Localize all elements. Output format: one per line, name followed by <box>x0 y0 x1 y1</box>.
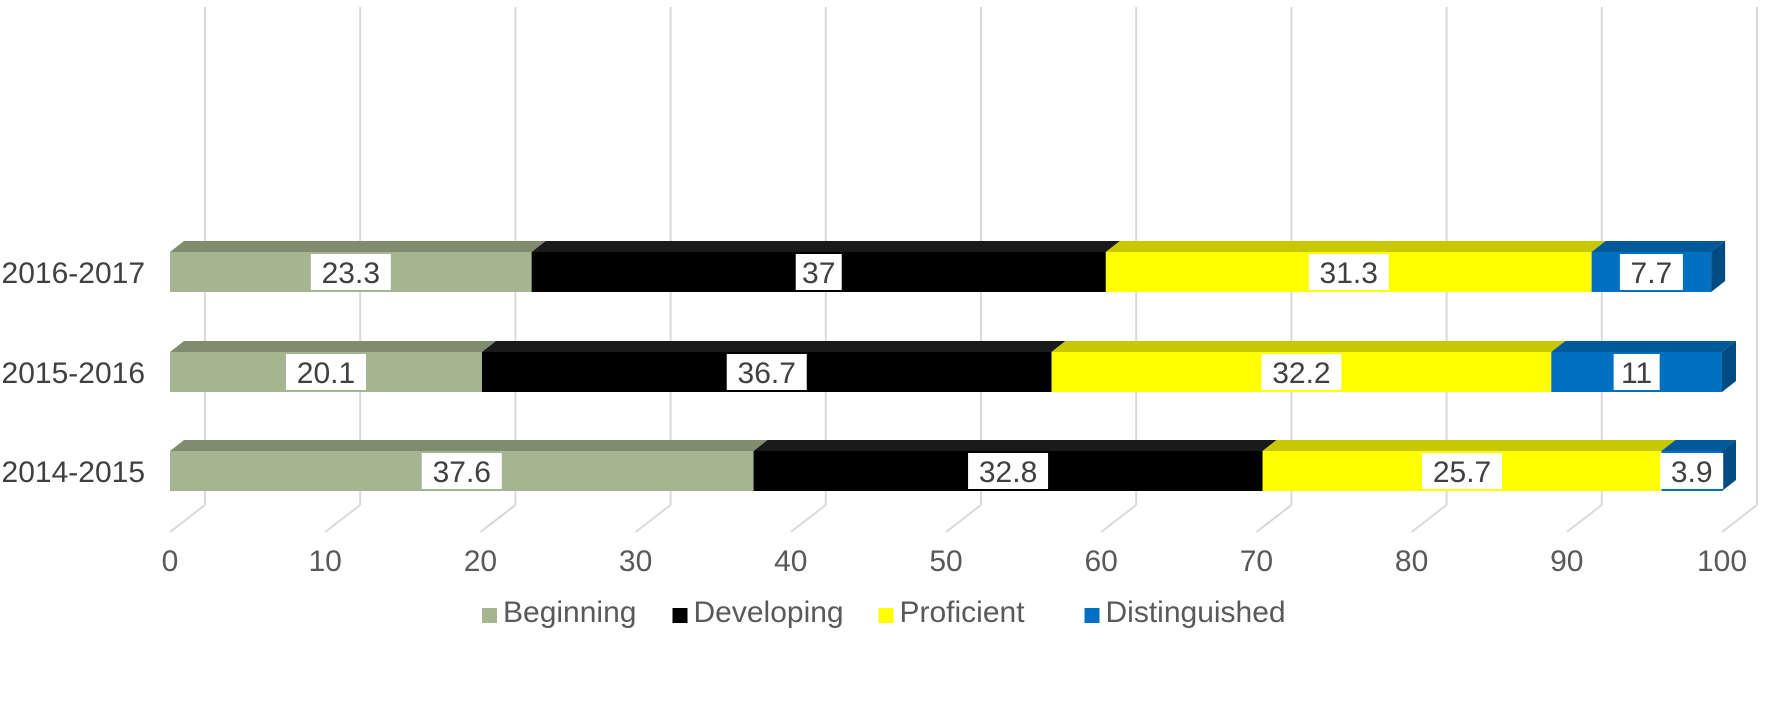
data-label-box <box>1422 453 1503 489</box>
data-label: 32.8 <box>979 456 1037 489</box>
legend-swatch <box>1084 608 1100 623</box>
bar-top-face <box>531 241 1120 252</box>
data-label-box <box>285 354 366 390</box>
data-label: 25.7 <box>1433 456 1491 489</box>
gridline-floor <box>790 504 827 533</box>
data-label: 31.3 <box>1320 257 1378 290</box>
gridline-floor <box>1566 504 1603 533</box>
bar-top-face <box>481 341 1066 352</box>
data-label: 7.7 <box>1631 257 1673 290</box>
bar-top-face <box>753 440 1277 451</box>
data-label: 32.2 <box>1272 357 1330 390</box>
gridline-floor <box>479 504 517 533</box>
data-label: 37 <box>802 257 835 290</box>
data-label-box <box>795 254 842 290</box>
x-tick-label: 50 <box>929 545 962 578</box>
data-label-box <box>1613 354 1660 390</box>
y-category-label: 2014-2015 <box>2 456 145 489</box>
bar-side-face <box>1711 241 1726 292</box>
data-label: 36.7 <box>738 357 796 390</box>
legend-label: Developing <box>694 596 844 629</box>
data-label: 23.3 <box>322 257 380 290</box>
data-label-box <box>1660 453 1724 489</box>
gridline-floor <box>324 504 361 533</box>
legend-swatch <box>672 608 688 623</box>
data-label: 20.1 <box>297 357 355 390</box>
data-label: 37.6 <box>433 456 491 489</box>
gridline-floor <box>1100 504 1137 533</box>
legend: Beginning Developing Proficient Distinguish… <box>482 596 1286 629</box>
bar-side-face <box>1722 341 1736 392</box>
gridline-floor <box>634 504 672 533</box>
data-label-box <box>1261 354 1342 390</box>
bar-top-face <box>1591 241 1726 252</box>
x-tick-label: 60 <box>1085 545 1118 578</box>
bar-top-face <box>1661 440 1736 451</box>
gridline-floor <box>945 504 982 533</box>
bar-top-face <box>170 241 546 252</box>
data-label: 3.9 <box>1671 456 1713 489</box>
data-label-box <box>968 453 1049 489</box>
x-tick-label: 70 <box>1240 545 1273 578</box>
x-tick-label: 20 <box>464 545 497 578</box>
y-axis: 2014-2015 2015-2016 2016-2017 <box>2 257 145 489</box>
legend-swatch <box>482 608 497 623</box>
x-axis: 0 10 20 30 40 50 60 70 80 90 100 <box>162 545 1747 578</box>
data-label-box <box>310 254 391 290</box>
gridline-floor <box>169 504 206 533</box>
x-tick-label: 30 <box>619 545 652 578</box>
gridline-floor <box>1410 504 1448 533</box>
x-tick-label: 90 <box>1550 545 1583 578</box>
legend-swatch <box>878 608 894 623</box>
gridline-floor <box>1721 504 1758 533</box>
data-label-box <box>421 453 502 489</box>
legend-label: Beginning <box>503 596 636 629</box>
x-tick-label: 40 <box>774 545 807 578</box>
legend-label: Proficient <box>900 596 1026 629</box>
x-tick-label: 0 <box>162 545 179 578</box>
bar-top-face <box>1262 440 1676 451</box>
bar-side-face <box>1722 440 1736 491</box>
x-tick-label: 80 <box>1395 545 1428 578</box>
gridline-floor <box>1255 504 1293 533</box>
y-category-label: 2015-2016 <box>2 357 145 390</box>
x-tick-label: 10 <box>309 545 342 578</box>
bar-top-face <box>1051 341 1566 352</box>
data-labels: 37.6 32.8 25.7 3.9 20.1 36.7 32.2 11 23.3 37 31.3 7… <box>285 254 1724 489</box>
data-label: 11 <box>1621 357 1652 390</box>
bar-top-face <box>170 440 768 451</box>
bar-top-face <box>170 341 496 352</box>
data-label-box <box>726 354 807 390</box>
legend-label: Distinguished <box>1106 596 1286 629</box>
data-label-box <box>1619 254 1683 290</box>
data-label-box <box>1308 254 1389 290</box>
x-tick-label: 100 <box>1697 545 1747 578</box>
bar-top-face <box>1105 241 1606 252</box>
y-category-label: 2016-2017 <box>2 257 145 290</box>
bar-top-face <box>1551 341 1736 352</box>
